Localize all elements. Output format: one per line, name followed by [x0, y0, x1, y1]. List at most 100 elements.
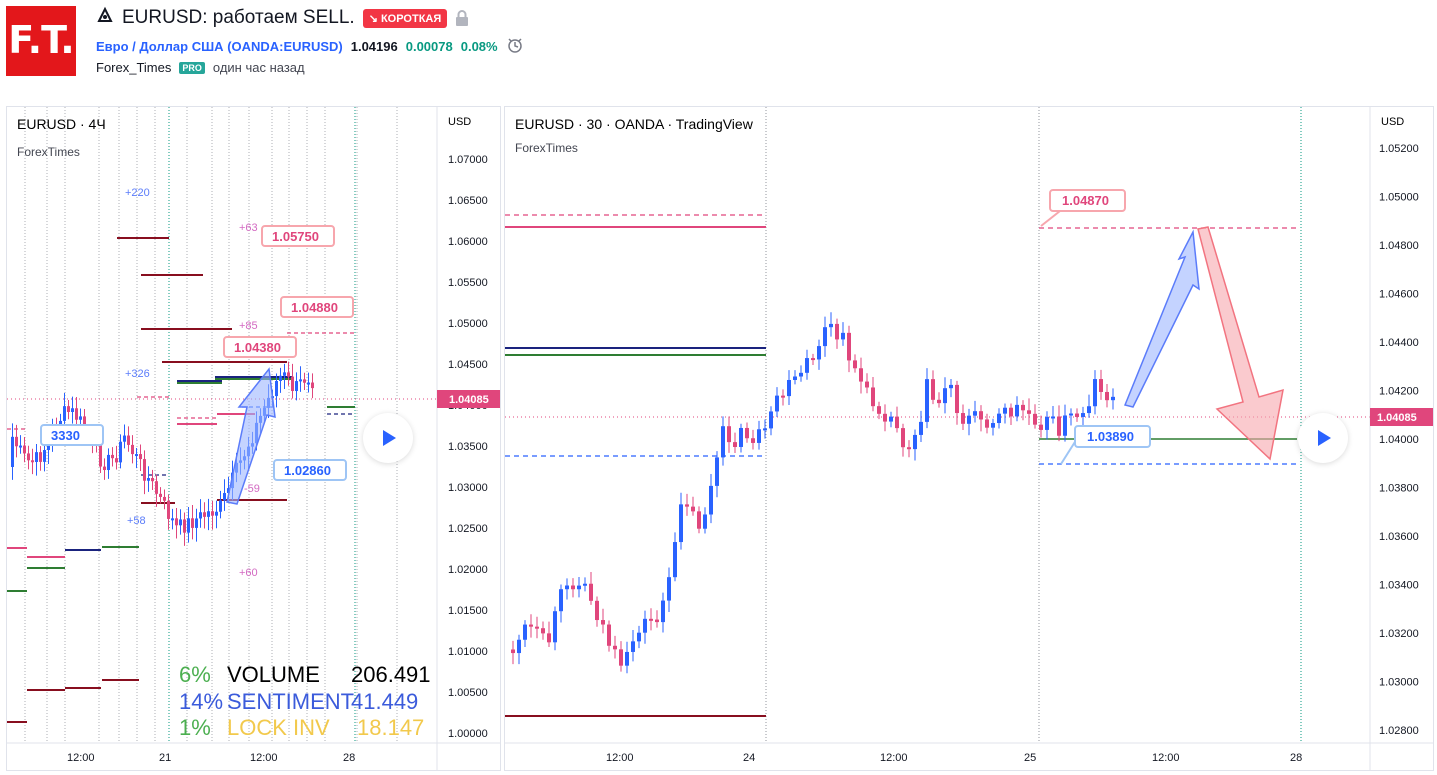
- candle: [745, 427, 749, 439]
- stat-volume-name: VOLUME: [227, 662, 320, 687]
- candle: [733, 442, 737, 447]
- y-tick-label: 1.04800: [1379, 240, 1419, 252]
- candle: [199, 512, 202, 519]
- candle: [215, 511, 218, 516]
- bearish-arrow: [1197, 226, 1284, 461]
- candle: [619, 649, 623, 666]
- candle: [1021, 404, 1025, 411]
- candle: [227, 488, 230, 494]
- left-chart-panel[interactable]: EURUSD · 4Ч ForexTimes USD 1.07000 1.0650…: [6, 106, 501, 771]
- candle: [523, 624, 527, 640]
- right-chart-canvas[interactable]: EURUSD · 30 · OANDA · TradingView ForexT…: [505, 107, 1433, 770]
- candle: [889, 416, 893, 422]
- right-price-label: 1.04085: [1377, 412, 1417, 424]
- candle: [275, 380, 278, 397]
- candle: [279, 375, 282, 381]
- candle: [171, 518, 174, 521]
- y-tick-label: 1.04400: [1379, 337, 1419, 349]
- candle: [925, 379, 929, 422]
- candle: [1105, 391, 1109, 401]
- x-tick-label: 12:00: [250, 752, 278, 764]
- candle: [159, 493, 162, 497]
- candle: [187, 518, 190, 533]
- lock-icon: [455, 10, 469, 26]
- right-chart-subtitle: ForexTimes: [515, 141, 578, 155]
- candle: [1063, 415, 1067, 436]
- candle: [511, 649, 515, 654]
- pro-badge: PRO: [179, 61, 205, 74]
- left-play-button[interactable]: [363, 413, 413, 463]
- bullish-arrow: [1123, 229, 1200, 408]
- candle: [223, 493, 226, 501]
- candle: [943, 388, 947, 404]
- candle: [163, 496, 166, 501]
- candle: [541, 628, 545, 634]
- y-tick-label: 1.06500: [448, 195, 488, 207]
- candle: [793, 376, 797, 380]
- candle: [1003, 407, 1007, 414]
- candle: [175, 518, 178, 526]
- y-tick-label: 1.05200: [1379, 143, 1419, 155]
- y-tick-label: 1.02500: [448, 523, 488, 535]
- idea-title-row: EURUSD: работаем SELL. ↘ КОРОТКАЯ: [96, 6, 469, 30]
- candle: [63, 406, 66, 421]
- candle: [577, 585, 581, 590]
- candle: [211, 511, 214, 516]
- candle: [961, 413, 965, 424]
- candle: [601, 620, 605, 625]
- logo-text: F.T.: [8, 18, 74, 62]
- callout-pointer: [1040, 210, 1061, 227]
- price-callout-box: [223, 336, 297, 358]
- candle: [859, 368, 863, 382]
- y-tick-label: 1.03000: [1379, 677, 1419, 689]
- author-name[interactable]: Forex_Times: [96, 60, 172, 75]
- price-callout-box: [40, 424, 104, 446]
- candle: [799, 372, 803, 377]
- y-tick-label: 1.05000: [1379, 192, 1419, 204]
- candle: [847, 332, 851, 361]
- candle: [307, 382, 310, 385]
- right-play-button[interactable]: [1298, 413, 1348, 463]
- candle: [67, 406, 70, 413]
- stat-sentiment-value: 41.449: [351, 689, 418, 714]
- candle: [39, 452, 42, 462]
- candle: [895, 416, 899, 429]
- stat-volume-pct: 6%: [179, 662, 211, 687]
- forextimes-logo[interactable]: F.T.: [6, 6, 76, 76]
- candle: [147, 478, 150, 481]
- alarm-clock-icon[interactable]: [506, 36, 524, 57]
- right-chart-panel[interactable]: EURUSD · 30 · OANDA · TradingView ForexT…: [504, 106, 1434, 771]
- candle: [667, 577, 671, 601]
- candle: [139, 454, 142, 460]
- left-chart-canvas[interactable]: EURUSD · 4Ч ForexTimes USD 1.07000 1.0650…: [7, 107, 500, 770]
- candle: [115, 458, 118, 463]
- play-icon: [383, 430, 396, 446]
- left-chart-title: EURUSD · 4Ч: [17, 116, 106, 132]
- y-tick-label: 1.03200: [1379, 628, 1419, 640]
- symbol-name-link[interactable]: Евро / Доллар США (OANDA:EURUSD): [96, 39, 343, 54]
- candle: [589, 583, 593, 601]
- candle: [219, 500, 222, 512]
- short-badge: ↘ КОРОТКАЯ: [362, 8, 448, 28]
- y-tick-label: 1.03800: [1379, 483, 1419, 495]
- candle: [1045, 416, 1049, 430]
- right-price-tag: [1370, 408, 1433, 426]
- candle: [853, 360, 857, 369]
- author-row: Forex_Times PRO один час назад: [96, 60, 305, 75]
- candle: [11, 436, 14, 467]
- candle: [559, 589, 563, 612]
- play-icon: [1318, 430, 1331, 446]
- price-callout-label: 1.04870: [1062, 193, 1109, 208]
- left-currency: USD: [448, 116, 471, 128]
- price-callout-box: [273, 459, 347, 481]
- publish-time: один час назад: [212, 60, 305, 75]
- candle: [15, 436, 18, 447]
- candle: [111, 454, 114, 459]
- symbol-change: 0.00078: [405, 39, 453, 54]
- candle: [595, 600, 599, 621]
- candle: [811, 358, 815, 361]
- candle: [143, 459, 146, 481]
- candle: [985, 419, 989, 428]
- y-tick-label: 1.03400: [1379, 580, 1419, 592]
- candle: [517, 639, 521, 654]
